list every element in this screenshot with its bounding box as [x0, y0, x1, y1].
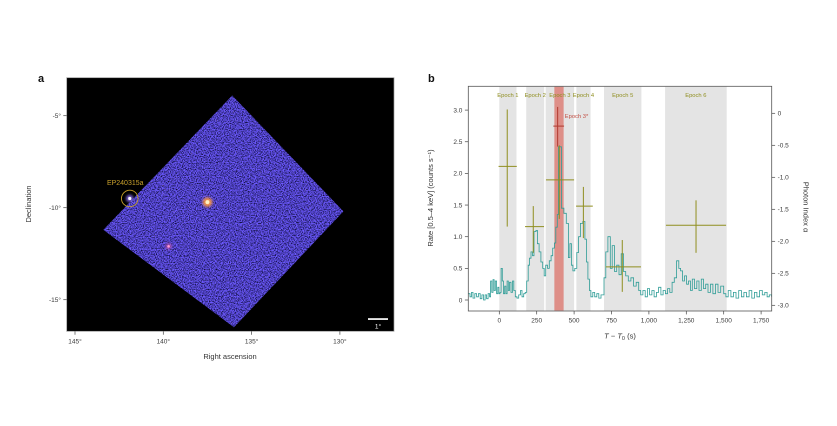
panel-a-xaxis-title: Right ascension — [203, 352, 256, 361]
a-xtick-label-0: 145° — [68, 337, 82, 345]
b-rtick-label-0: 0 — [778, 111, 782, 118]
panel-b-left-yaxis-title: Rate [0.5–4 keV] (counts s⁻¹) — [426, 149, 435, 247]
b-ltick-label-5: 0.5 — [453, 266, 462, 273]
epoch-band-2 — [526, 86, 545, 311]
a-xtick-label-1: 140° — [157, 337, 171, 345]
scale-bar-label: 1° — [375, 323, 382, 331]
epoch-label-4: Epoch 4 — [573, 93, 595, 99]
panel-b-right-yaxis-title: Photon Index α — [802, 182, 811, 233]
b-rtick-label-3: -1.5 — [778, 207, 790, 214]
panel-b-letter: b — [428, 73, 435, 85]
panel-b-axes: 0 250 500 750 1,000 1,250 1,500 1,750 3.0 2.5 2.0 1… — [453, 107, 789, 324]
panel-a-sky-image: a EP240315a 1° 145° 140° 135° 130° -5° -10° -1… — [24, 73, 395, 361]
b-ltick-label-1: 2.5 — [453, 139, 462, 146]
a-ytick-label-2: -15° — [49, 296, 61, 304]
epoch-label-2: Epoch 2 — [525, 93, 546, 99]
b-ltick-label-2: 2.0 — [453, 171, 462, 178]
source-core-2 — [167, 245, 170, 248]
xray-sources — [125, 194, 213, 250]
b-rtick-label-5: -2.5 — [778, 271, 790, 278]
panel-a-letter: a — [38, 73, 45, 85]
panel-a-yaxis-title: Declination — [24, 185, 33, 222]
epoch-label-1: Epoch 1 — [497, 93, 518, 99]
lightcurve-step-line — [468, 146, 772, 301]
epoch-band-6 — [665, 86, 727, 311]
special-epoch-label: Epoch 3* — [565, 114, 589, 120]
b-rtick-label-6: -3.0 — [778, 303, 790, 310]
b-ltick-label-3: 1.5 — [453, 202, 462, 209]
epoch-band-1 — [499, 86, 517, 311]
panel-a-axes: 145° 140° 135° 130° -5° -10° -15° — [49, 112, 347, 345]
b-xtick-label-3: 750 — [606, 318, 617, 325]
a-ytick-label-1: -10° — [49, 204, 61, 212]
epoch-labels: Epoch 1 Epoch 2 Epoch 3 Epoch 4 Epoch 5 Epoch… — [497, 93, 706, 99]
b-xtick-label-2: 500 — [569, 318, 580, 325]
plot-frame — [467, 85, 773, 312]
panel-b-xaxis-title: T − T0 (s) — [604, 332, 636, 343]
b-rtick-label-4: -2.0 — [778, 239, 790, 246]
panel-b-lightcurve: b Epoch 1 Epoch 2 Epoch 3 Epoch 4 Epoch 5 Epo… — [426, 73, 811, 343]
b-ltick-label-4: 1.0 — [453, 234, 462, 241]
scale-bar — [368, 318, 388, 320]
b-rtick-label-2: -1.0 — [778, 175, 790, 182]
source-core-1 — [205, 200, 210, 205]
epoch-label-3: Epoch 3 — [549, 93, 570, 99]
b-xtick-label-0: 0 — [497, 318, 501, 325]
source-highlight-circle — [120, 189, 139, 208]
source-core-0 — [128, 196, 132, 201]
b-xtick-label-7: 1,750 — [753, 318, 770, 325]
b-xtick-label-4: 1,000 — [641, 318, 658, 325]
a-ytick-label-0: -5° — [53, 112, 62, 120]
a-xtick-label-2: 135° — [245, 337, 259, 345]
photon-index-points — [498, 106, 727, 292]
b-ltick-label-6: 0 — [459, 297, 463, 304]
rate-lightcurve — [468, 146, 772, 301]
b-xtick-label-6: 1,500 — [716, 318, 733, 325]
b-ltick-label-0: 3.0 — [453, 107, 462, 114]
epoch-label-5: Epoch 5 — [612, 93, 633, 99]
source-name-label: EP240315a — [107, 180, 144, 187]
epoch-bands — [499, 86, 727, 311]
b-xtick-label-5: 1,250 — [678, 318, 695, 325]
b-xtick-label-1: 250 — [531, 318, 542, 325]
epoch-label-6: Epoch 6 — [685, 93, 706, 99]
a-xtick-label-3: 130° — [333, 337, 347, 345]
b-rtick-label-1: -0.5 — [778, 143, 790, 150]
